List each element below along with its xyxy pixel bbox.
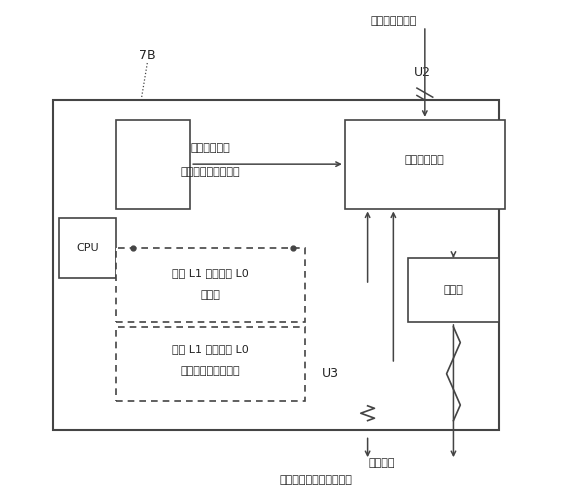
Text: （距離計より）: （距離計より）	[370, 16, 416, 26]
FancyBboxPatch shape	[116, 120, 190, 208]
Text: 7B: 7B	[139, 49, 156, 62]
FancyBboxPatch shape	[116, 327, 305, 401]
Text: 距離 L1 と標準値 L0: 距離 L1 と標準値 L0	[172, 344, 248, 354]
Text: 第１の制御部: 第１の制御部	[190, 143, 230, 153]
Text: U3: U3	[322, 367, 339, 380]
Text: （不活性ガス提供部へ）: （不活性ガス提供部へ）	[279, 475, 352, 485]
Text: の誤差許容値格納部: の誤差許容値格納部	[181, 367, 240, 376]
FancyBboxPatch shape	[408, 258, 499, 322]
Text: 距離 L1 の標準値 L0: 距離 L1 の標準値 L0	[172, 268, 248, 278]
Text: （警報）: （警報）	[369, 457, 395, 468]
Text: 格納部: 格納部	[200, 290, 220, 300]
Text: 第２の制御部: 第２の制御部	[405, 155, 444, 165]
FancyBboxPatch shape	[345, 120, 505, 208]
FancyBboxPatch shape	[59, 218, 116, 278]
Text: U2: U2	[413, 66, 431, 79]
Text: （関係グラフ格納）: （関係グラフ格納）	[181, 167, 240, 177]
FancyBboxPatch shape	[53, 100, 499, 431]
Text: 警報部: 警報部	[443, 285, 463, 295]
FancyBboxPatch shape	[116, 248, 305, 322]
Text: CPU: CPU	[76, 243, 98, 253]
